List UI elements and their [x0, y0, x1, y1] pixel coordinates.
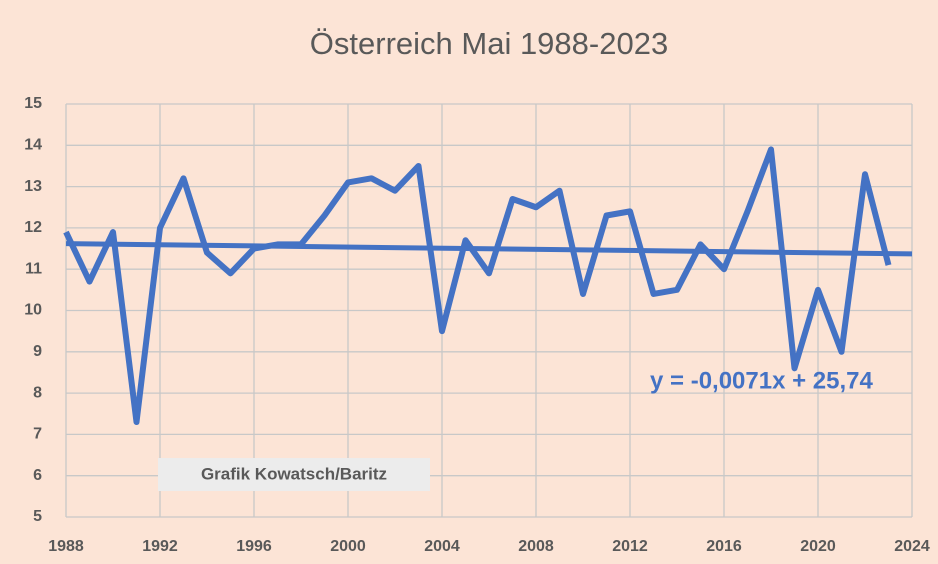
y-tick-label: 7: [33, 426, 42, 443]
x-tick-label: 2004: [424, 538, 460, 555]
y-tick-label: 8: [33, 384, 42, 401]
data-line: [63, 146, 892, 426]
x-tick-label: 1992: [142, 538, 178, 555]
y-tick-label: 13: [24, 178, 42, 195]
y-tick-label: 14: [24, 137, 42, 154]
x-tick-label: 2020: [800, 538, 836, 555]
y-tick-label: 12: [24, 219, 42, 236]
x-tick-label: 2000: [330, 538, 366, 555]
y-tick-label: 5: [33, 508, 42, 525]
y-tick-label: 9: [33, 343, 42, 360]
x-tick-label: 2016: [706, 538, 742, 555]
watermark: Grafik Kowatsch/Baritz: [201, 464, 387, 483]
watermark-box: [158, 458, 430, 491]
y-tick-label: 6: [33, 467, 42, 484]
x-tick-label: 1996: [236, 538, 272, 555]
y-tick-label: 15: [24, 95, 42, 112]
x-tick-label: 1988: [48, 538, 84, 555]
y-tick-label: 10: [24, 302, 42, 319]
x-tick-label: 2012: [612, 538, 648, 555]
chart-title: Österreich Mai 1988-2023: [310, 26, 668, 61]
x-tick-label: 2024: [894, 538, 930, 555]
y-tick-label: 11: [25, 260, 42, 277]
trend-line: [65, 241, 913, 257]
x-tick-label: 2008: [518, 538, 554, 555]
trend-equation: y = -0,0071x + 25,74: [650, 367, 874, 394]
